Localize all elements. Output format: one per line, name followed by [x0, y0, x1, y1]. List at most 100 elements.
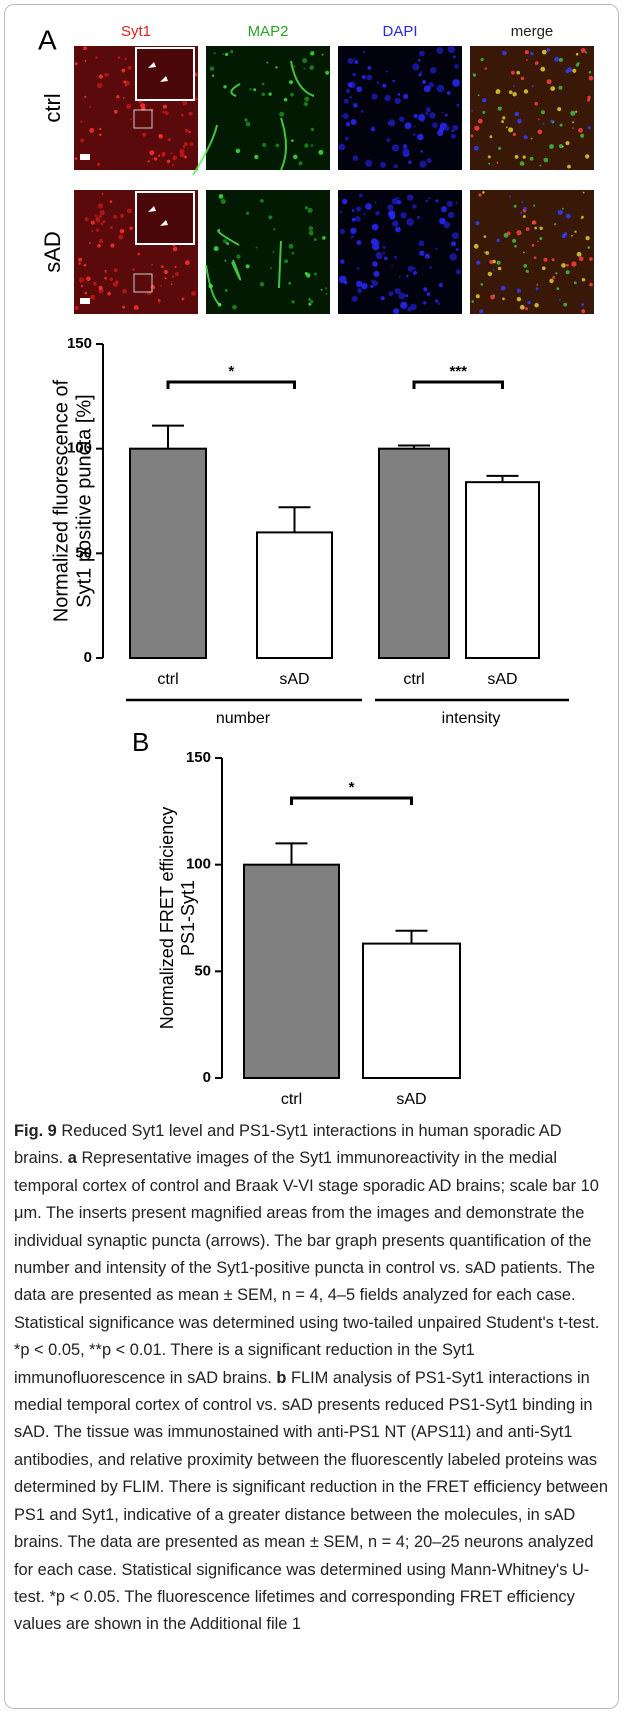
micrograph-speck — [322, 54, 324, 56]
micrograph-speck — [361, 111, 363, 113]
micrograph-speck — [559, 86, 563, 90]
micrograph-speck — [210, 67, 214, 71]
micrograph-speck — [275, 144, 279, 148]
micrograph-speck — [352, 296, 358, 302]
micrograph-speck — [164, 270, 168, 274]
micrograph-speck — [97, 83, 102, 88]
micrograph-speck — [365, 203, 372, 210]
micrograph-speck — [388, 291, 393, 296]
micrograph-speck — [293, 155, 298, 160]
significance-label: * — [228, 363, 234, 380]
x-tick-label: ctrl — [403, 671, 424, 688]
micrograph-speck — [563, 303, 567, 307]
micrograph — [338, 46, 462, 170]
micrograph-speck — [290, 93, 294, 97]
micrograph-speck — [425, 112, 428, 115]
row-label: ctrl — [40, 93, 65, 122]
micrograph-speck — [81, 285, 83, 287]
error-bar — [276, 843, 308, 864]
micrograph-speck — [256, 247, 258, 249]
micrograph-speck — [471, 110, 473, 112]
micrograph-speck — [523, 215, 526, 218]
micrograph-speck — [371, 94, 377, 100]
micrograph-speck — [91, 230, 93, 232]
micrograph-speck — [540, 67, 545, 72]
inset — [136, 192, 194, 244]
micrograph-speck — [502, 116, 505, 119]
micrograph-speck — [163, 105, 167, 109]
micrograph-speck — [473, 74, 476, 77]
micrograph-speck — [524, 135, 528, 139]
micrograph-speck — [309, 231, 314, 236]
caption: Fig. 9 Reduced Syt1 level and PS1-Syt1 i… — [14, 1118, 612, 1639]
micrograph-speck — [589, 71, 592, 74]
micrograph-speck — [420, 71, 422, 73]
micrograph-speck — [266, 62, 268, 64]
micrograph-speck — [558, 210, 563, 215]
y-axis-label: PS1-Syt1 — [178, 880, 198, 956]
micrograph-speck — [414, 126, 416, 128]
micrograph-speck — [515, 155, 519, 159]
micrograph-speck — [448, 46, 455, 53]
micrograph-speck — [270, 267, 272, 269]
micrograph-speck — [524, 89, 528, 93]
micrograph-speck — [309, 300, 313, 304]
micrograph-speck — [423, 287, 427, 291]
micrograph-speck — [435, 299, 438, 302]
micrograph-speck — [236, 149, 241, 154]
micrograph-speck — [314, 273, 317, 276]
micrograph-speck — [511, 71, 515, 75]
micrograph-speck — [496, 162, 498, 164]
micrograph-speck — [185, 129, 189, 133]
y-tick-label: 50 — [194, 962, 211, 979]
micrograph-speck — [340, 259, 344, 263]
micrograph-speck — [523, 156, 526, 159]
micrograph-speck — [576, 63, 579, 66]
micrograph-speck — [407, 194, 414, 201]
micrograph-speck — [439, 218, 446, 225]
micrograph-speck — [532, 220, 536, 224]
micrograph-speck — [122, 306, 125, 309]
y-tick-label: 150 — [186, 749, 211, 766]
micrograph-speck — [452, 232, 459, 239]
micrograph-speck — [536, 284, 538, 286]
micrograph-speck — [104, 277, 107, 280]
scale-bar — [80, 298, 90, 304]
micrograph-speck — [158, 302, 160, 304]
significance-label: *** — [449, 363, 467, 380]
micrograph-speck — [425, 200, 428, 203]
micrograph-speck — [427, 158, 432, 163]
micrograph-speck — [372, 243, 379, 250]
bar — [363, 944, 460, 1078]
micrograph-speck — [171, 283, 173, 285]
micrograph-speck — [303, 68, 305, 70]
micrograph-speck — [514, 205, 517, 208]
micrograph-speck — [547, 79, 552, 84]
micrograph-speck — [474, 146, 479, 151]
row-label: sAD — [40, 231, 65, 273]
micrograph-speck — [515, 112, 519, 116]
micrograph-speck — [382, 84, 386, 88]
micrograph-speck — [406, 218, 414, 226]
micrograph-speck — [517, 297, 521, 301]
micrograph-speck — [588, 246, 591, 249]
micrograph-speck — [456, 269, 461, 274]
micrograph-speck — [311, 144, 313, 146]
micrograph-speck — [405, 122, 412, 129]
micrograph-speck — [474, 126, 479, 131]
micrograph-speck — [116, 95, 119, 98]
micrograph-speck — [366, 75, 372, 81]
micrograph-speck — [501, 120, 504, 123]
micrograph-speck — [386, 138, 390, 142]
micrograph-speck — [326, 293, 328, 295]
micrograph-speck — [149, 150, 154, 155]
micrograph-speck — [122, 69, 126, 73]
micrograph-speck — [579, 257, 584, 262]
micrograph — [470, 46, 594, 170]
micrograph-speck — [357, 288, 362, 293]
micrograph-speck — [570, 111, 575, 116]
micrograph-speck — [377, 82, 379, 84]
micrograph-speck — [381, 296, 385, 300]
micrograph-speck — [344, 281, 347, 284]
micrograph-speck — [585, 52, 587, 54]
